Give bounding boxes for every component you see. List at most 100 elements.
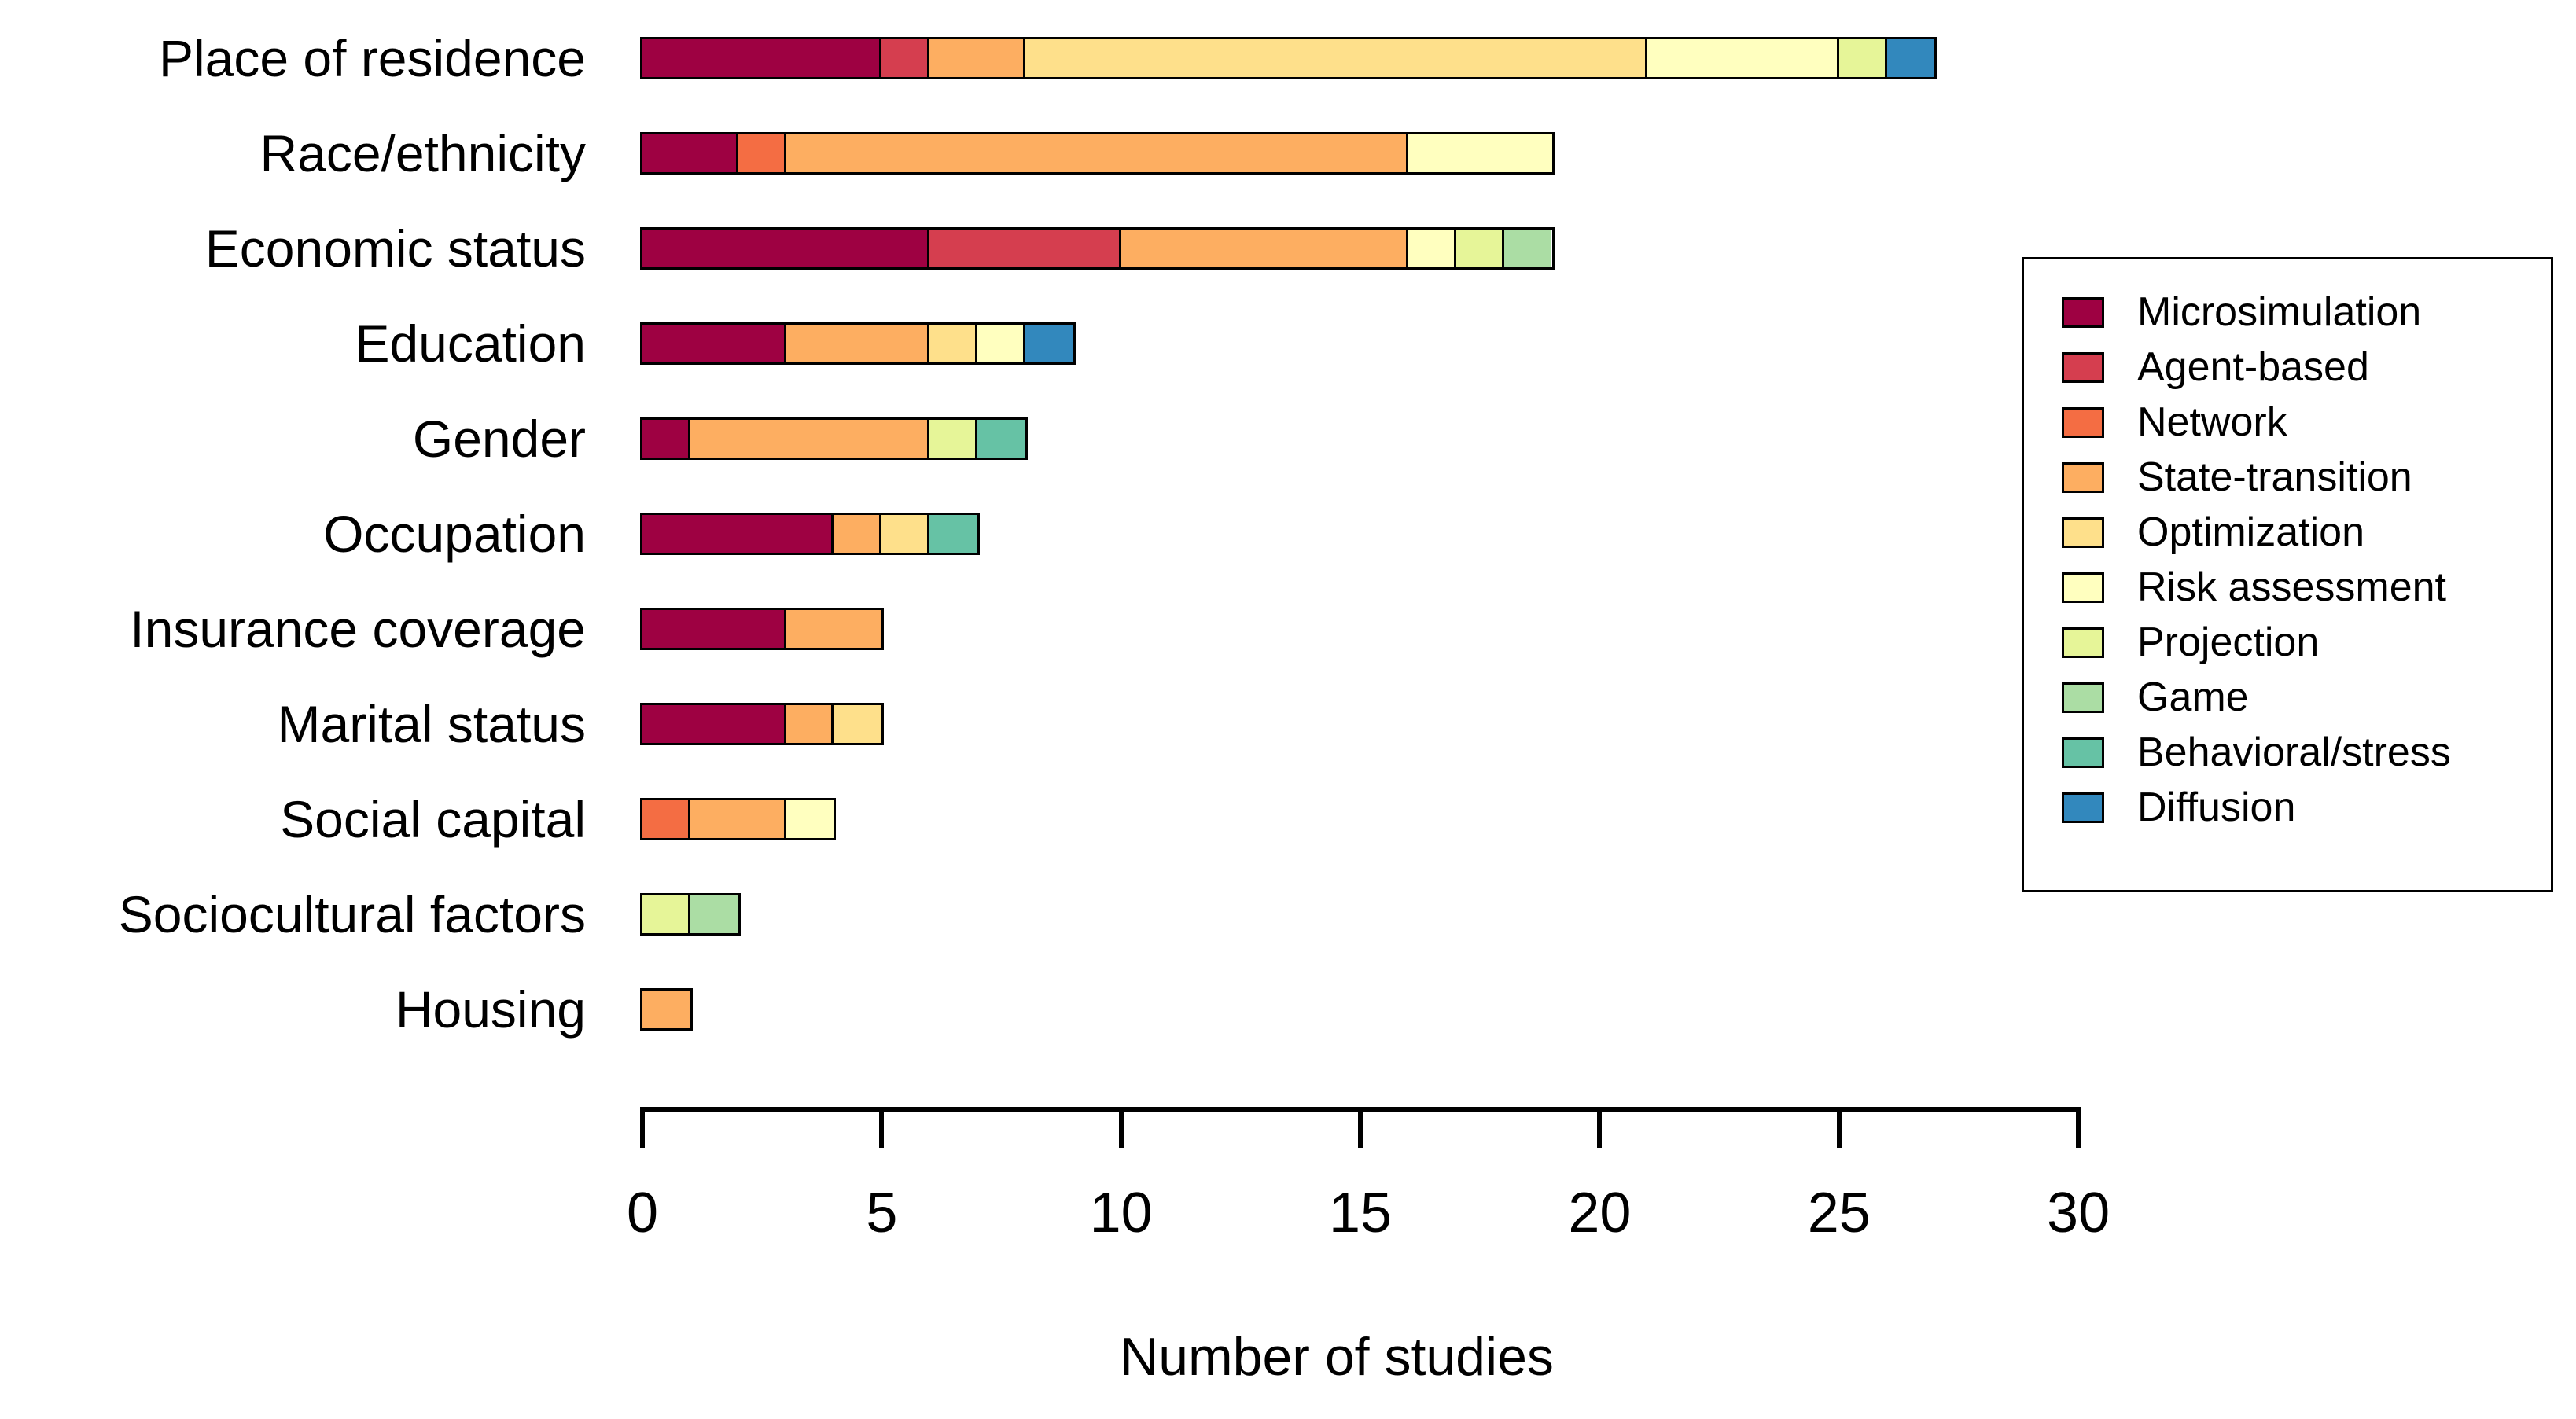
bar-segment-microsimulation [642,134,738,172]
legend-label: Network [2137,399,2287,445]
bar-segment-projection [1838,39,1887,77]
x-axis-tick [1597,1112,1603,1148]
bar-segment-behavioral-stress [977,420,1025,458]
legend-label: Game [2137,675,2249,720]
legend-swatch [2062,737,2104,768]
bar-segment-optimization [1025,39,1648,77]
legend-item-game: Game [2062,670,2249,725]
bar-segment-state-transition [642,991,690,1028]
category-label: Race/ethnicity [259,124,586,182]
legend-label: Diffusion [2137,785,2296,830]
bar-segment-microsimulation [642,325,786,362]
bar-segment-optimization [834,705,882,743]
bar-segment-network [738,134,786,172]
bar-segment-game [1503,230,1552,267]
bar-row [640,37,1938,79]
bar-segment-game [690,895,738,933]
legend-swatch [2062,296,2104,328]
bar-segment-projection [929,420,978,458]
legend-label: State-transition [2137,454,2412,500]
legend-box: Microsimulation Agent-based Network State-t… [2022,257,2553,892]
bar-row [640,322,1076,365]
bar-segment-microsimulation [642,230,930,267]
category-label: Economic status [204,219,586,278]
x-axis-tick-label: 0 [626,1182,659,1244]
bar-row [640,513,981,555]
bar-segment-state-transition [786,134,1408,172]
category-label: Occupation [323,505,586,563]
bar-row [640,798,837,840]
legend-item-behavioral-stress: Behavioral/stress [2062,725,2451,780]
bar-segment-agent-based [929,230,1121,267]
bar-segment-state-transition [786,325,930,362]
bar-segment-network [642,800,690,838]
bar-segment-risk-assessment [786,800,834,838]
legend-item-state-transition: State-transition [2062,450,2412,505]
legend-item-agent-based: Agent-based [2062,340,2369,395]
legend-swatch [2062,627,2104,658]
bar-segment-microsimulation [642,420,690,458]
legend-item-diffusion: Diffusion [2062,780,2295,835]
bar-segment-diffusion [1886,39,1935,77]
category-label: Housing [395,980,586,1039]
bar-segment-optimization [881,515,930,553]
category-label: Sociocultural factors [118,885,586,943]
legend-label: Optimization [2137,509,2364,555]
x-axis-tick [1358,1112,1363,1148]
x-axis-tick-label: 10 [1089,1182,1153,1244]
legend-label: Agent-based [2137,344,2369,390]
bar-row [640,703,885,745]
bar-segment-state-transition [690,800,786,838]
bar-row [640,227,1555,270]
x-axis-tick [2076,1112,2081,1148]
legend-swatch [2062,517,2104,548]
category-label: Education [355,314,586,373]
bar-segment-risk-assessment [1408,230,1456,267]
bar-segment-optimization [929,325,978,362]
bar-segment-agent-based [881,39,930,77]
legend-swatch [2062,461,2104,493]
bar-segment-microsimulation [642,39,882,77]
bar-segment-diffusion [1025,325,1073,362]
bar-segment-risk-assessment [1408,134,1552,172]
x-axis-tick-label: 30 [2047,1182,2110,1244]
legend-item-risk-assessment: Risk assessment [2062,560,2446,615]
category-label: Insurance coverage [130,600,586,658]
bar-row [640,132,1555,175]
bar-segment-state-transition [786,705,834,743]
bar-segment-risk-assessment [977,325,1025,362]
bar-row [640,893,741,936]
legend-swatch [2062,792,2104,823]
legend-item-network: Network [2062,395,2287,450]
legend-label: Risk assessment [2137,564,2446,610]
legend-label: Microsimulation [2137,289,2422,335]
legend-item-microsimulation: Microsimulation [2062,285,2421,340]
category-label: Social capital [280,790,586,848]
x-axis-tick [879,1112,885,1148]
category-label: Place of residence [159,29,586,87]
category-label: Marital status [277,695,586,753]
bar-segment-risk-assessment [1647,39,1839,77]
bar-segment-projection [642,895,690,933]
legend-swatch [2062,406,2104,438]
x-axis-tick [1836,1112,1842,1148]
x-axis-tick-label: 15 [1329,1182,1393,1244]
bar-segment-state-transition [690,420,930,458]
legend-swatch [2062,572,2104,603]
bar-segment-state-transition [834,515,882,553]
bar-segment-state-transition [786,610,882,648]
x-axis-tick-label: 20 [1568,1182,1632,1244]
legend-item-optimization: Optimization [2062,505,2364,560]
bar-segment-behavioral-stress [929,515,978,553]
x-axis-tick [640,1112,645,1148]
x-axis-title: Number of studies [1120,1327,1554,1387]
legend-item-projection: Projection [2062,615,2319,670]
bar-row [640,608,885,650]
bar-segment-microsimulation [642,610,786,648]
x-axis-tick-label: 25 [1807,1182,1871,1244]
legend-label: Behavioral/stress [2137,730,2451,775]
bar-segment-microsimulation [642,705,786,743]
category-label: Gender [412,410,586,468]
bar-segment-state-transition [1121,230,1408,267]
